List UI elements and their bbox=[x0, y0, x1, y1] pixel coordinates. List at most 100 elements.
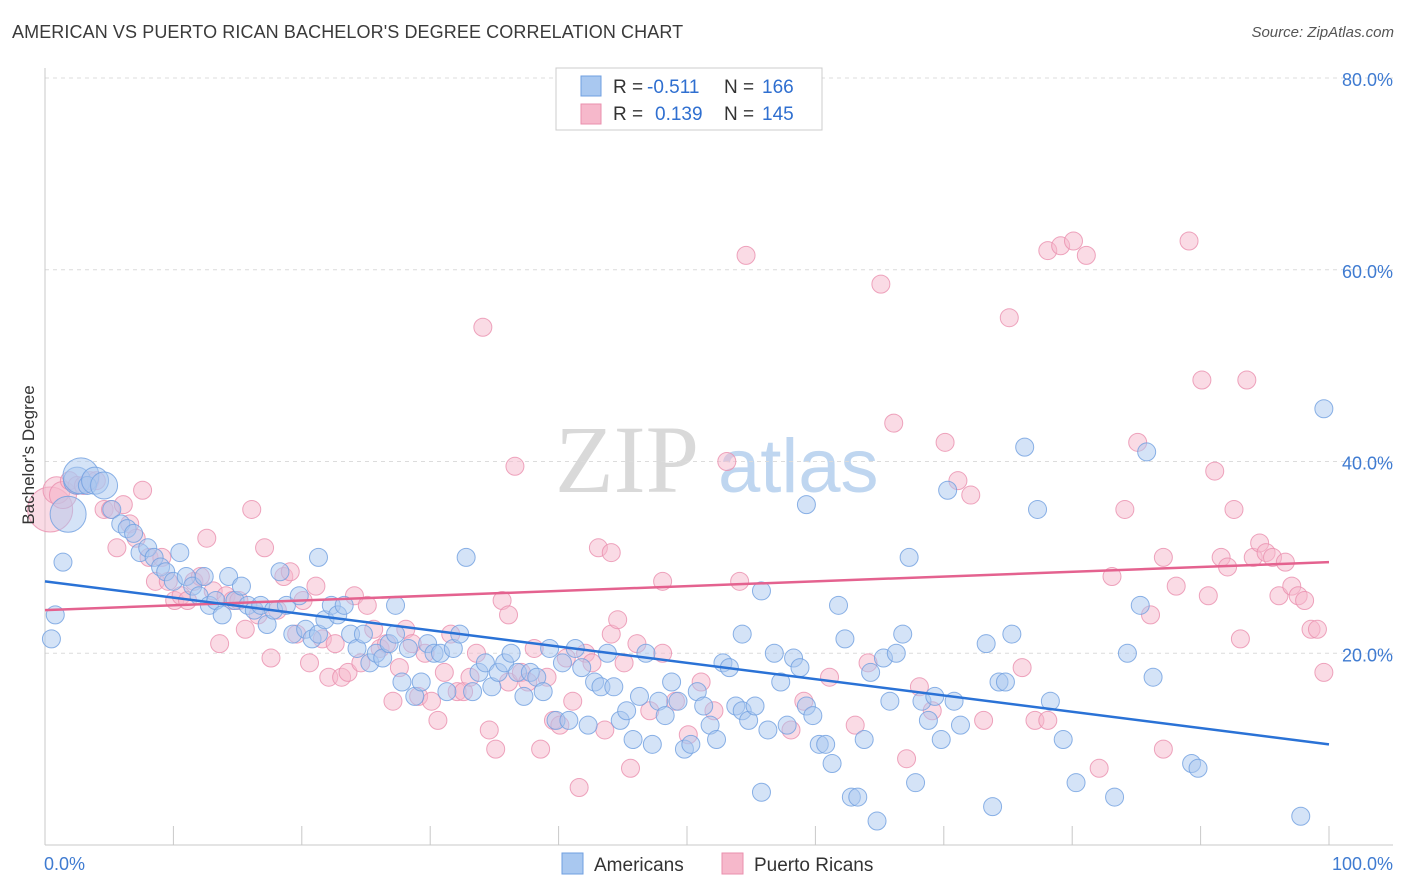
puerto-ricans-point bbox=[1115, 499, 1135, 519]
puerto-ricans-point bbox=[845, 715, 865, 735]
legend-n-value-americans: 166 bbox=[762, 77, 794, 98]
americans-point bbox=[854, 730, 874, 750]
americans-point bbox=[629, 686, 649, 706]
americans-point bbox=[463, 682, 483, 702]
americans-point bbox=[170, 543, 190, 563]
americans-point bbox=[906, 773, 926, 793]
americans-point bbox=[816, 734, 836, 754]
americans-point bbox=[758, 720, 778, 740]
americans-point bbox=[1143, 667, 1163, 687]
puerto-ricans-point bbox=[1012, 658, 1032, 678]
bottom-legend-swatch-puerto-ricans bbox=[721, 852, 744, 875]
americans-point bbox=[694, 696, 714, 716]
puerto-ricans-point bbox=[1198, 586, 1218, 606]
puerto-ricans-point bbox=[1076, 245, 1096, 265]
puerto-ricans-point bbox=[974, 710, 994, 730]
americans-point bbox=[102, 499, 122, 519]
americans-point bbox=[219, 567, 239, 587]
legend-swatch-puerto-ricans bbox=[580, 103, 602, 125]
puerto-ricans-point bbox=[300, 653, 320, 673]
puerto-ricans-point bbox=[242, 499, 262, 519]
puerto-ricans-point bbox=[421, 691, 441, 711]
puerto-ricans-point bbox=[935, 432, 955, 452]
puerto-ricans-point bbox=[1179, 231, 1199, 251]
puerto-ricans-point bbox=[884, 413, 904, 433]
americans-point bbox=[533, 682, 553, 702]
x-tick-label-min: 0.0% bbox=[44, 854, 85, 874]
chart-title: AMERICAN VS PUERTO RICAN BACHELOR'S DEGR… bbox=[12, 22, 684, 42]
americans-point bbox=[642, 734, 662, 754]
trend-lines bbox=[44, 560, 1330, 746]
americans-point bbox=[617, 701, 637, 721]
puerto-ricans-point bbox=[499, 605, 519, 625]
axes bbox=[44, 68, 1393, 846]
y-tick-labels: 20.0% 40.0% 60.0% 80.0% bbox=[1342, 70, 1393, 665]
americans-point bbox=[604, 677, 624, 697]
puerto-ricans-point bbox=[1230, 629, 1250, 649]
americans-points bbox=[41, 399, 1334, 831]
americans-point bbox=[398, 638, 418, 658]
americans-point bbox=[1130, 595, 1150, 615]
puerto-ricans-point bbox=[1224, 499, 1244, 519]
watermark-atlas: atlas bbox=[718, 424, 879, 509]
americans-point bbox=[732, 624, 752, 644]
puerto-ricans-point bbox=[871, 274, 891, 294]
legend: R = -0.511 N = 166 R = 0.139 N = 145 bbox=[555, 67, 823, 131]
puerto-ricans-point bbox=[107, 538, 127, 558]
puerto-ricans-point bbox=[133, 480, 153, 500]
puerto-ricans-point bbox=[1089, 758, 1109, 778]
americans-point bbox=[270, 562, 290, 582]
americans-point bbox=[938, 480, 958, 500]
y-tick-label: 80.0% bbox=[1342, 70, 1393, 90]
americans-point bbox=[751, 782, 771, 802]
legend-n-label-puerto-ricans: N = bbox=[724, 104, 754, 125]
puerto-ricans-point bbox=[306, 576, 326, 596]
puerto-ricans-point bbox=[1153, 547, 1173, 567]
americans-point bbox=[880, 691, 900, 711]
y-tick-label: 40.0% bbox=[1342, 454, 1393, 474]
puerto-ricans-point bbox=[717, 452, 737, 471]
legend-r-label-americans: R = bbox=[613, 77, 643, 98]
americans-point bbox=[552, 653, 572, 673]
legend-n-value-puerto-ricans: 145 bbox=[762, 104, 794, 125]
puerto-ricans-point bbox=[999, 308, 1019, 328]
puerto-ricans-point bbox=[1192, 370, 1212, 390]
americans-point bbox=[777, 715, 797, 735]
puerto-ricans-point bbox=[434, 662, 454, 682]
americans-point bbox=[1015, 437, 1035, 457]
puerto-ricans-point bbox=[1307, 619, 1327, 639]
bottom-legend: Americans Puerto Ricans bbox=[561, 852, 873, 876]
puerto-ricans-point bbox=[1275, 552, 1295, 572]
americans-point bbox=[49, 495, 87, 533]
chart-source: Source: ZipAtlas.com bbox=[1251, 24, 1394, 41]
puerto-ricans-point bbox=[730, 571, 750, 591]
puerto-ricans-point bbox=[961, 485, 981, 505]
americans-point bbox=[829, 595, 849, 615]
bottom-legend-label-americans: Americans bbox=[594, 855, 684, 876]
americans-point bbox=[681, 734, 701, 754]
americans-point bbox=[1066, 773, 1086, 793]
americans-point bbox=[796, 495, 816, 515]
americans-point bbox=[1117, 643, 1137, 663]
puerto-ricans-points bbox=[27, 231, 1334, 797]
y-tick-label: 20.0% bbox=[1342, 645, 1393, 665]
americans-point bbox=[308, 547, 328, 567]
americans-point bbox=[745, 696, 765, 716]
puerto-ricans-point bbox=[1269, 586, 1289, 606]
x-tick-label-max: 100.0% bbox=[1332, 854, 1393, 874]
americans-point bbox=[53, 552, 73, 572]
puerto-ricans-point bbox=[1063, 231, 1083, 251]
puerto-ricans-point bbox=[608, 610, 628, 630]
bottom-legend-swatch-americans bbox=[561, 852, 584, 875]
americans-point bbox=[456, 547, 476, 567]
puerto-ricans-point bbox=[1038, 710, 1058, 730]
puerto-ricans-point bbox=[357, 595, 377, 615]
americans-point bbox=[861, 662, 881, 682]
americans-point bbox=[995, 672, 1015, 692]
americans-point bbox=[848, 787, 868, 807]
americans-point bbox=[1188, 758, 1208, 778]
puerto-ricans-point bbox=[1153, 739, 1173, 759]
puerto-ricans-point bbox=[261, 648, 281, 668]
americans-point bbox=[540, 638, 560, 658]
americans-point bbox=[578, 715, 598, 735]
